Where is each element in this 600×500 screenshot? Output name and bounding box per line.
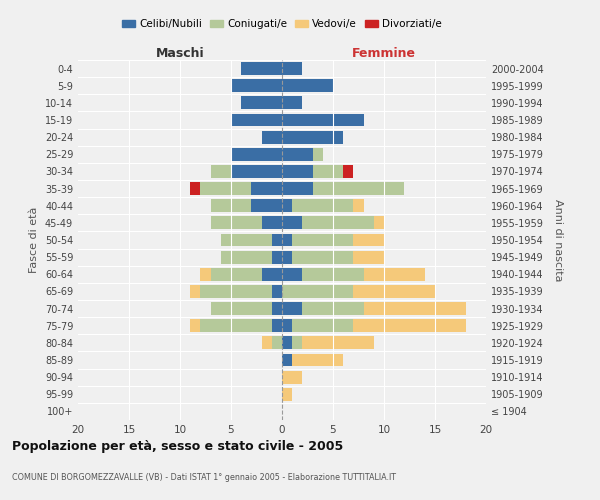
Bar: [211, 165, 231, 178]
Bar: [282, 148, 313, 160]
Bar: [231, 114, 282, 126]
Bar: [282, 62, 302, 75]
Y-axis label: Fasce di età: Fasce di età: [29, 207, 39, 273]
Bar: [282, 216, 302, 230]
Bar: [262, 130, 282, 143]
Bar: [221, 250, 272, 264]
Bar: [272, 336, 282, 349]
Bar: [221, 234, 272, 246]
Bar: [364, 268, 425, 280]
Bar: [282, 165, 313, 178]
Bar: [353, 250, 384, 264]
Y-axis label: Anni di nascita: Anni di nascita: [553, 198, 563, 281]
Bar: [302, 268, 364, 280]
Bar: [282, 130, 343, 143]
Bar: [374, 216, 384, 230]
Bar: [313, 148, 323, 160]
Bar: [282, 370, 302, 384]
Bar: [211, 302, 272, 315]
Bar: [282, 320, 292, 332]
Bar: [292, 354, 343, 366]
Bar: [343, 165, 353, 178]
Bar: [282, 388, 292, 400]
Bar: [211, 268, 262, 280]
Bar: [200, 285, 272, 298]
Bar: [200, 268, 211, 280]
Bar: [313, 182, 404, 195]
Text: Maschi: Maschi: [155, 47, 205, 60]
Bar: [190, 182, 200, 195]
Bar: [272, 250, 282, 264]
Bar: [282, 250, 292, 264]
Bar: [282, 114, 364, 126]
Bar: [302, 216, 374, 230]
Text: Popolazione per età, sesso e stato civile - 2005: Popolazione per età, sesso e stato civil…: [12, 440, 343, 453]
Bar: [282, 182, 313, 195]
Bar: [231, 148, 282, 160]
Bar: [282, 200, 292, 212]
Bar: [282, 285, 353, 298]
Bar: [211, 200, 251, 212]
Bar: [272, 234, 282, 246]
Bar: [292, 200, 353, 212]
Bar: [282, 80, 333, 92]
Bar: [282, 336, 292, 349]
Bar: [353, 320, 466, 332]
Bar: [364, 302, 466, 315]
Bar: [211, 216, 262, 230]
Bar: [292, 320, 353, 332]
Bar: [292, 250, 353, 264]
Bar: [353, 200, 364, 212]
Bar: [282, 234, 292, 246]
Bar: [282, 302, 302, 315]
Bar: [353, 234, 384, 246]
Legend: Celibi/Nubili, Coniugati/e, Vedovi/e, Divorziati/e: Celibi/Nubili, Coniugati/e, Vedovi/e, Di…: [118, 15, 446, 33]
Bar: [272, 302, 282, 315]
Bar: [190, 285, 200, 298]
Bar: [190, 320, 200, 332]
Text: COMUNE DI BORGOMEZZAVALLE (VB) - Dati ISTAT 1° gennaio 2005 - Elaborazione TUTTI: COMUNE DI BORGOMEZZAVALLE (VB) - Dati IS…: [12, 473, 396, 482]
Bar: [292, 336, 302, 349]
Bar: [272, 320, 282, 332]
Bar: [282, 268, 302, 280]
Bar: [262, 268, 282, 280]
Bar: [231, 165, 282, 178]
Bar: [282, 354, 292, 366]
Bar: [241, 62, 282, 75]
Bar: [251, 200, 282, 212]
Text: Femmine: Femmine: [352, 47, 416, 60]
Bar: [241, 96, 282, 110]
Bar: [353, 285, 435, 298]
Bar: [313, 165, 343, 178]
Bar: [272, 285, 282, 298]
Bar: [200, 182, 251, 195]
Bar: [282, 96, 302, 110]
Bar: [302, 302, 364, 315]
Bar: [302, 336, 374, 349]
Bar: [262, 336, 272, 349]
Bar: [262, 216, 282, 230]
Bar: [292, 234, 353, 246]
Bar: [200, 320, 272, 332]
Bar: [251, 182, 282, 195]
Bar: [231, 80, 282, 92]
